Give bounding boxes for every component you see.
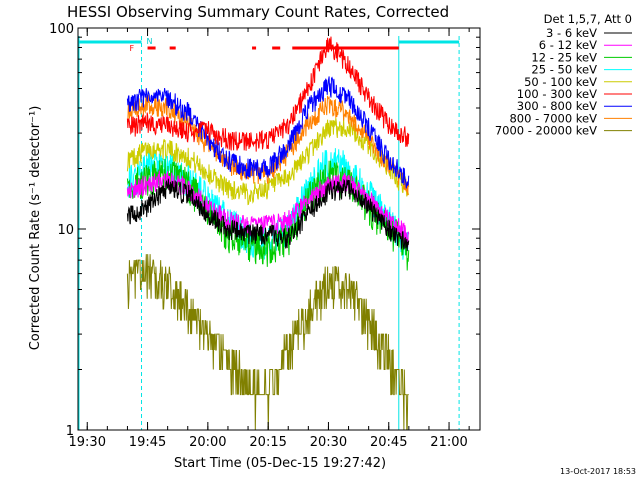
y-tick-label: 100 [49,22,74,37]
generation-timestamp: 13-Oct-2017 18:53 [560,467,636,476]
x-tick-label: 20:15 [249,435,286,450]
y-axis-label: Corrected Count Rate (s⁻¹ detector⁻¹) [28,106,43,351]
series-line-2 [126,158,410,271]
legend-label: 300 - 800 keV [517,99,597,113]
legend-label: 800 - 7000 keV [509,111,597,125]
legend-label: 12 - 25 keV [531,50,597,64]
legend-label: 25 - 50 keV [531,63,597,77]
series-line-6 [126,76,410,189]
series-line-8 [126,254,409,431]
x-tick-label: 19:45 [129,435,166,450]
x-tick-label: 20:45 [370,435,407,450]
legend-label: 6 - 12 keV [539,38,597,52]
x-axis-label: Start Time (05-Dec-15 19:27:42) [174,456,386,471]
x-tick-label: 21:00 [430,435,467,450]
y-tick-label: 1 [66,424,74,439]
series-line-0 [126,178,410,252]
series-line-7 [126,94,410,196]
night-flag-label: N [147,37,153,46]
legend-label: 3 - 6 keV [546,26,597,40]
series-line-5 [126,36,410,152]
legend-label: 7000 - 20000 keV [495,124,597,138]
legend-label: 100 - 300 keV [517,87,597,101]
x-tick-label: 19:30 [69,435,106,450]
x-tick-label: 20:00 [189,435,226,450]
legend-label: 50 - 100 keV [524,75,597,89]
chart-title: HESSI Observing Summary Count Rates, Cor… [67,3,449,21]
flare-flag-label: F [130,44,135,53]
legend-title: Det 1,5,7, Att 0 [544,12,632,26]
y-tick-label: 10 [57,223,74,238]
axes: 19:30 19:45 20:00 20:15 20:30 20:45 21:00 1 10 10… [49,22,481,450]
plot-area [126,36,410,431]
x-tick-label: 20:30 [310,435,347,450]
